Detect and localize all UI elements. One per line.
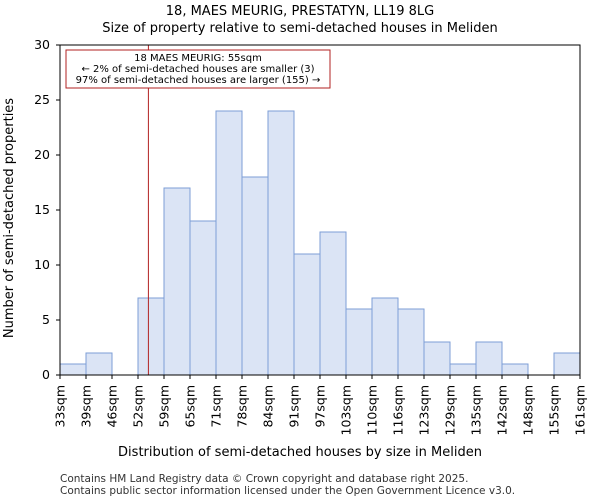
- x-tick-label: 39sqm: [79, 385, 94, 428]
- x-tick-label: 65sqm: [183, 385, 198, 428]
- annotation-box: 18 MAES MEURIG: 55sqm ← 2% of semi-detac…: [65, 49, 331, 89]
- histogram-bar: [267, 110, 295, 376]
- histogram-bar: [85, 352, 113, 376]
- histogram-bar: [59, 363, 87, 376]
- x-tick-label: 155sqm: [547, 385, 562, 435]
- x-tick-label: 33sqm: [53, 385, 68, 428]
- annotation-line-3: 97% of semi-detached houses are larger (…: [76, 75, 321, 86]
- histogram-bar: [553, 352, 581, 376]
- x-tick-label: 91sqm: [287, 385, 302, 428]
- x-tick-label: 78sqm: [235, 385, 250, 428]
- x-tick-label: 71sqm: [209, 385, 224, 428]
- x-tick-label: 59sqm: [157, 385, 172, 428]
- x-tick-label: 97sqm: [313, 385, 328, 428]
- histogram-bar: [475, 341, 503, 376]
- y-axis-ticks: 0 5 10 15 20 25 30: [34, 37, 60, 382]
- histogram-bar: [189, 220, 217, 376]
- x-tick-label: 129sqm: [443, 385, 458, 435]
- histogram-bar: [319, 231, 347, 376]
- y-tick-label: 5: [42, 312, 50, 327]
- y-tick-label: 30: [34, 37, 50, 52]
- histogram-bar: [163, 187, 191, 376]
- histogram-bar: [423, 341, 451, 376]
- x-tick-label: 142sqm: [495, 385, 510, 435]
- chart-subtitle: Size of property relative to semi-detach…: [102, 21, 497, 36]
- x-tick-label: 46sqm: [105, 385, 120, 428]
- y-tick-label: 0: [42, 367, 50, 382]
- footer-line-1: Contains HM Land Registry data © Crown c…: [60, 473, 468, 485]
- y-tick-label: 15: [34, 202, 50, 217]
- x-tick-label: 135sqm: [469, 385, 484, 435]
- annotation-frame: [65, 49, 331, 89]
- x-tick-label: 148sqm: [521, 385, 536, 435]
- x-tick-label: 116sqm: [391, 385, 406, 435]
- chart-title: 18, MAES MEURIG, PRESTATYN, LL19 8LG: [166, 4, 434, 19]
- x-axis-ticks: 33sqm 39sqm 46sqm 52sqm 59sqm 65sqm 71sqm 78sqm…: [53, 375, 588, 435]
- histogram-bar: [397, 308, 425, 376]
- annotation-line-1: 18 MAES MEURIG: 55sqm: [134, 53, 262, 64]
- footer-line-2: Contains public sector information licen…: [60, 485, 515, 497]
- histogram-bar: [293, 253, 321, 376]
- x-tick-label: 52sqm: [131, 385, 146, 428]
- histogram-bar: [241, 176, 269, 376]
- x-tick-label: 161sqm: [573, 385, 588, 435]
- histogram-bar: [345, 308, 373, 376]
- y-tick-label: 10: [34, 257, 50, 272]
- bars-group: [59, 110, 581, 376]
- x-tick-label: 110sqm: [365, 385, 380, 435]
- x-tick-label: 123sqm: [417, 385, 432, 435]
- y-tick-label: 20: [34, 147, 50, 162]
- histogram-bar: [371, 297, 399, 376]
- annotation-line-2: ← 2% of semi-detached houses are smaller…: [81, 64, 314, 75]
- x-axis-label: Distribution of semi-detached houses by …: [118, 445, 482, 460]
- histogram-bar: [137, 297, 165, 376]
- histogram-bar: [501, 363, 529, 376]
- x-tick-label: 84sqm: [261, 385, 276, 428]
- histogram-bar: [215, 110, 243, 376]
- histogram-bar: [449, 363, 477, 376]
- y-axis-label: Number of semi-detached properties: [2, 98, 17, 338]
- y-tick-label: 25: [34, 92, 50, 107]
- x-tick-label: 103sqm: [339, 385, 354, 435]
